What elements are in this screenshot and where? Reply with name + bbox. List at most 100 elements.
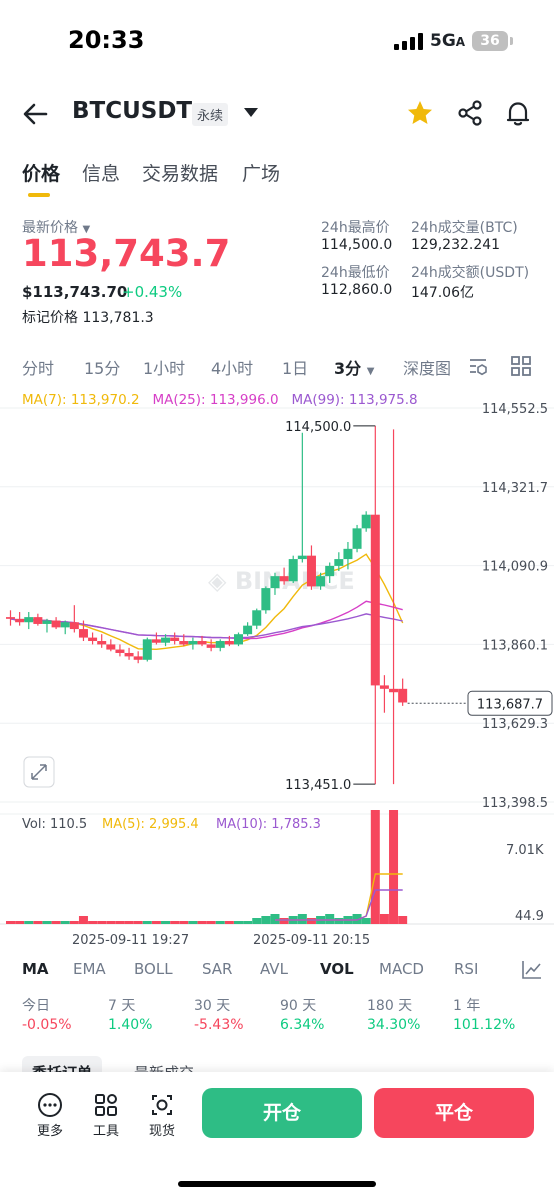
indicator-ma[interactable]: MA [22,960,49,978]
indicator-rsi[interactable]: RSI [454,960,479,978]
indicator-macd[interactable]: MACD [379,960,424,978]
x-label-1: 2025-09-11 19:27 [72,933,189,948]
candle-body [188,641,198,645]
candle-body [288,559,298,582]
volume-bar [334,918,344,924]
candle-body [306,555,316,587]
indicator-ema[interactable]: EMA [73,960,106,978]
indicator-avl[interactable]: AVL [260,960,288,978]
tools-icon [95,1094,117,1116]
indicator-boll[interactable]: BOLL [134,960,173,978]
volume-bar [379,914,389,924]
volume-bar [306,918,316,924]
tab-info[interactable]: 信息 [82,163,121,185]
tab-trading-data[interactable]: 交易数据 [142,163,219,185]
volume-bar [60,921,70,924]
star-icon[interactable] [405,98,435,128]
candle-body [33,617,43,624]
active-tab-indicator [28,193,50,197]
volume-bar [234,921,243,924]
battery-icon: 36 [472,31,513,51]
volume-bar [370,810,380,924]
vol-ma10-line [275,889,403,921]
symbol-dropdown-icon[interactable] [244,108,258,117]
candle-body [261,588,271,611]
volume-bar [151,921,161,924]
open-position-button[interactable]: 开仓 [202,1088,362,1138]
interval-1d[interactable]: 1日 [282,359,309,378]
interval-1h[interactable]: 1小时 [143,359,186,378]
volume-bar [133,921,143,924]
vol-tick-low: 44.9 [515,909,544,924]
candle-body [15,618,25,623]
candle-body [325,565,335,577]
volume-bar [215,921,225,924]
indicator-sar[interactable]: SAR [202,960,233,978]
tools-button[interactable]: 工具 [84,1092,128,1139]
status-bar: 20:33 5GA 36 [0,0,554,80]
interval-3m[interactable]: 3分 ▼ [334,359,375,378]
candle-body [215,641,225,648]
main-tabs: 价格 信息 交易数据 广场 [0,155,554,199]
candle-body [334,559,344,566]
perf-90d: 90 天 6.34% [280,998,325,1033]
ma99-label: MA(99): 113,975.8 [291,392,418,408]
back-arrow-icon[interactable] [20,98,52,130]
expand-icon[interactable] [23,756,55,788]
tab-square[interactable]: 广场 [242,163,281,185]
candle-body [279,576,289,582]
indicator-chart-icon[interactable] [520,959,544,981]
volume-bar [206,921,216,924]
volume-bar [97,921,107,924]
volume-bar [142,921,152,924]
bell-icon[interactable] [503,98,533,128]
candle-body [352,528,362,549]
ma7-label: MA(7): 113,970.2 [22,392,140,408]
candle-body [234,634,243,645]
candle-body [161,637,171,643]
vol-ma5-line [275,873,403,921]
symbol-title[interactable]: BTCUSDT [72,98,193,124]
candle-body [379,685,389,689]
more-button[interactable]: 更多 [28,1092,72,1139]
last-price-label: 最新价格 ▼ [22,220,91,236]
share-icon[interactable] [455,98,485,128]
candle-body [133,656,143,660]
current-price-label: 113,687.7 [477,697,543,712]
volume-bar [6,921,15,924]
volume-bar [124,921,134,924]
tab-price[interactable]: 价格 [22,163,61,185]
candle-body [6,617,15,619]
volume-bar [42,921,52,924]
vol-btc-label: 24h成交量(BTC) [411,220,518,236]
candle-body [343,548,353,560]
vol-ma10-label: MA(10): 1,785.3 [216,817,321,832]
spot-button[interactable]: 现货 [140,1092,184,1139]
indicator-vol[interactable]: VOL [320,960,354,978]
chart-settings-icon[interactable] [467,355,489,377]
candle-body [398,688,408,703]
interval-4h[interactable]: 4小时 [211,359,254,378]
spot-icon [152,1095,172,1115]
volume-bar [261,916,271,924]
candle-body [197,641,207,645]
layout-grid-icon[interactable] [510,355,532,377]
volume-bar [170,921,180,924]
y-tick-label: 113,398.5 [482,796,548,811]
price-chart[interactable]: ◈ BINANCE 114,552.5114,321.7114,090.9113… [0,386,554,956]
candle-body [316,576,326,587]
candle-body [243,625,253,635]
candle-body [370,514,380,686]
interval-time[interactable]: 分时 [22,359,55,378]
volume-bar [352,914,362,924]
candle-body [106,644,116,650]
close-position-button[interactable]: 平仓 [374,1088,534,1138]
volume-bar [279,918,289,924]
candle-body [224,641,234,645]
volume-bar [361,918,371,924]
volume-bar [270,914,280,924]
interval-15m[interactable]: 15分 [84,359,121,378]
interval-depth[interactable]: 深度图 [403,359,452,378]
candle-body [115,649,125,653]
volume-bar [88,921,98,924]
